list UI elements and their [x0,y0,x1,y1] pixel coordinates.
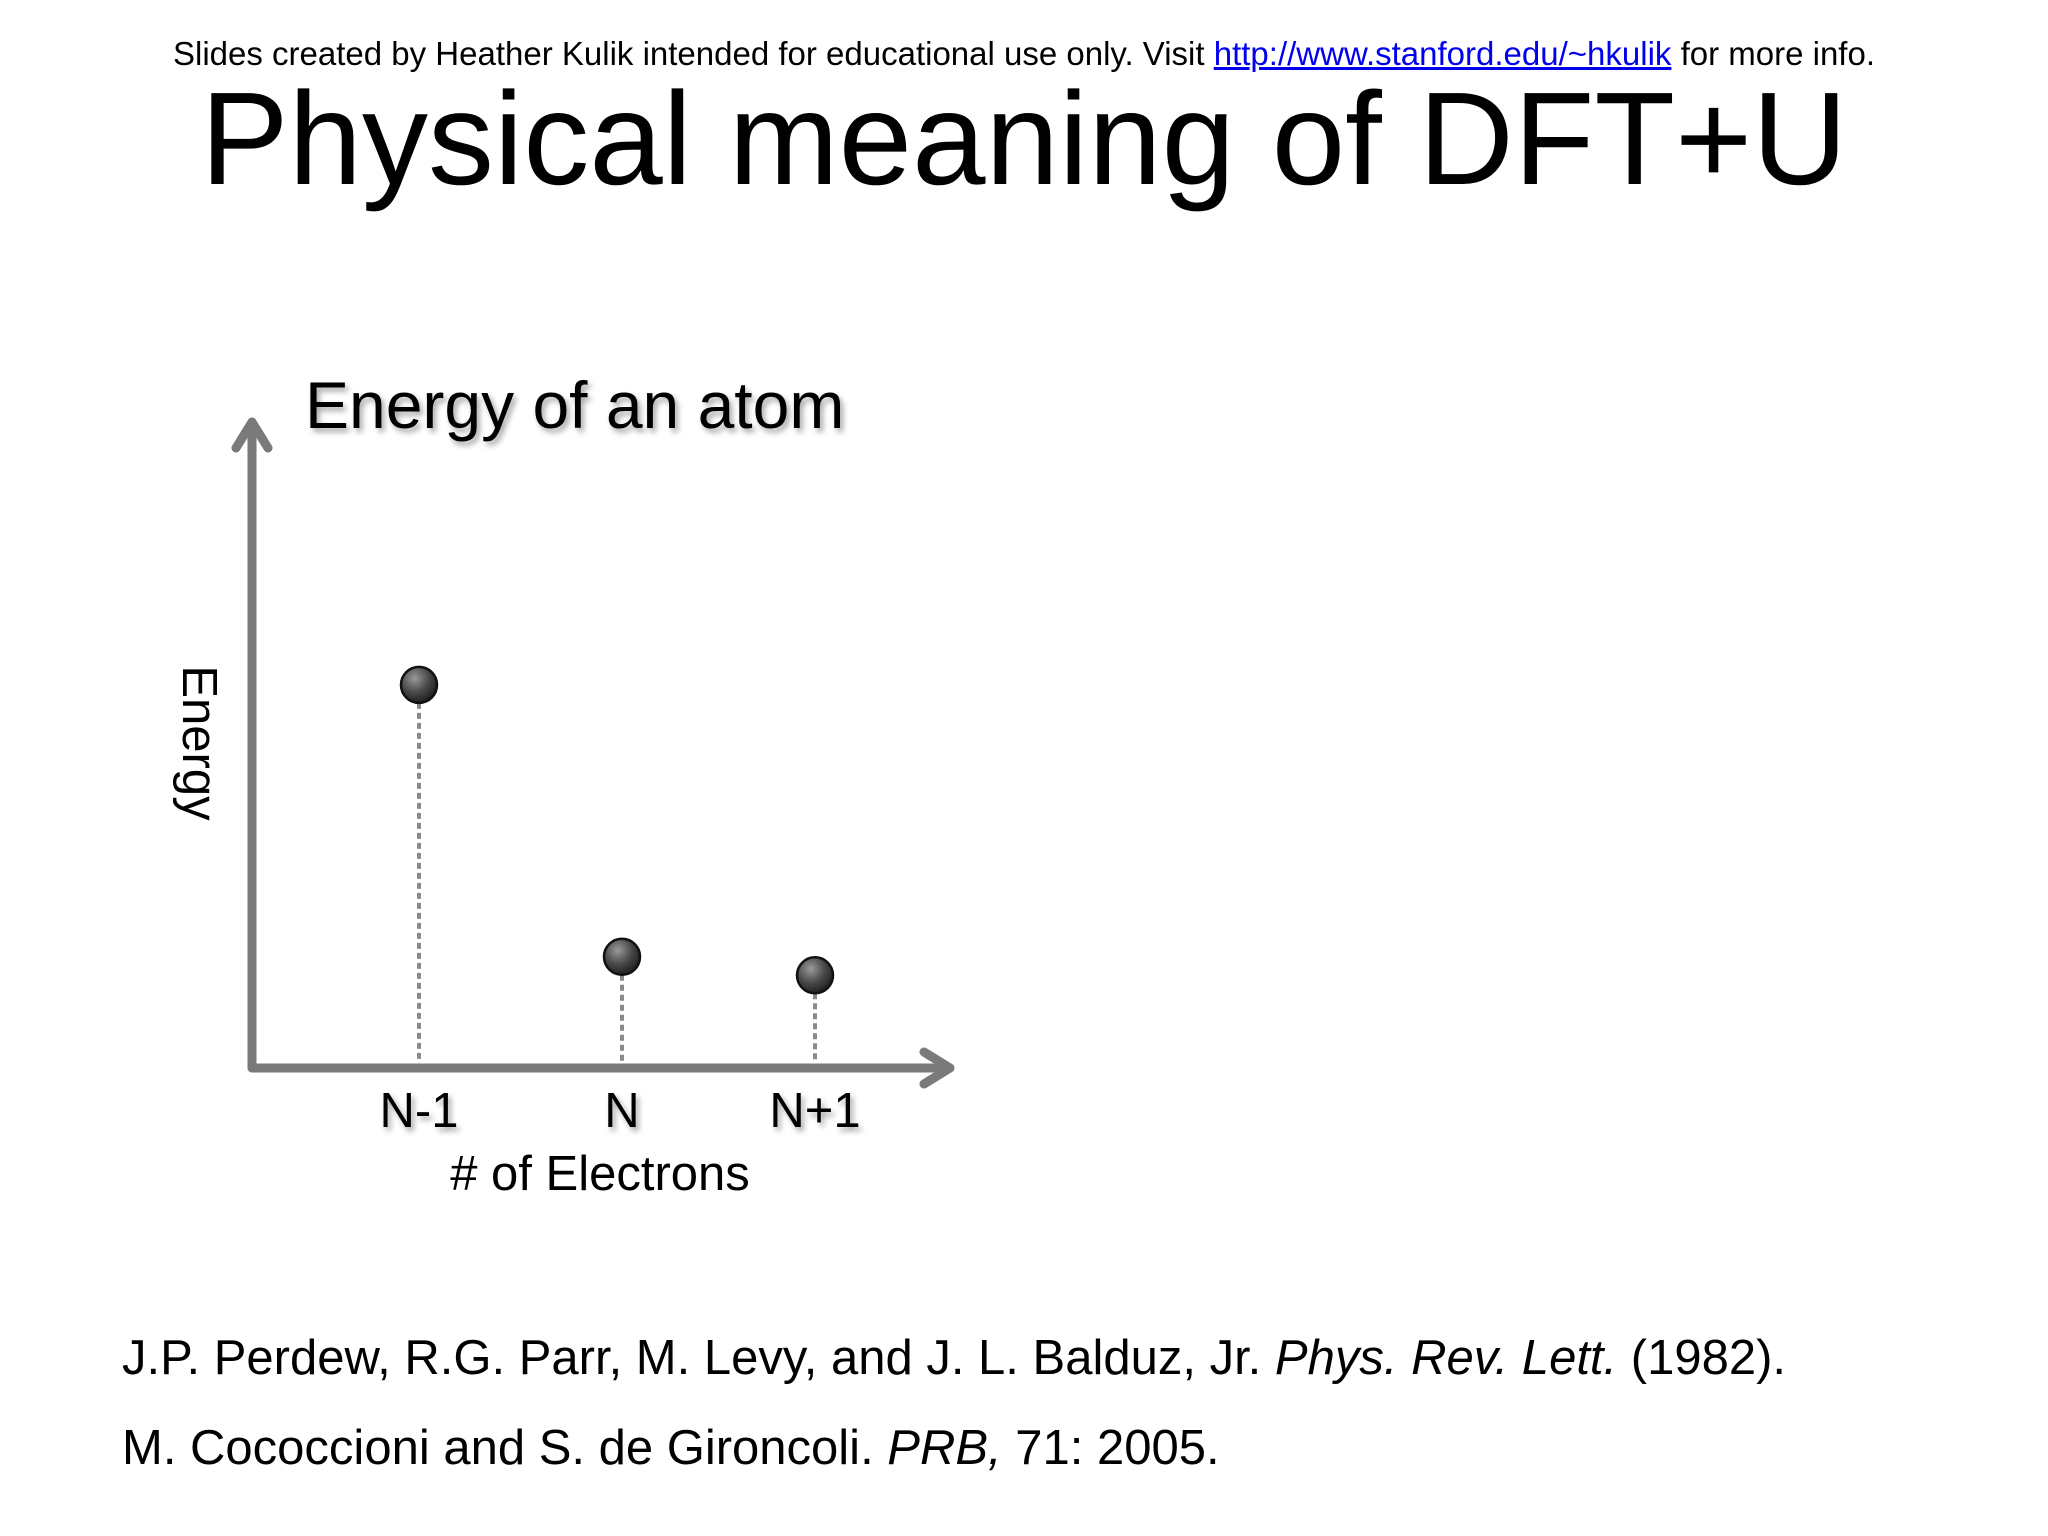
data-point [602,937,642,977]
x-tick-label: N-1 [380,1084,459,1138]
chart-droplines [417,702,817,1063]
reference-year: (1982). [1617,1331,1787,1385]
reference-cococcioni: M. Cococcioni and S. de Gironcoli. PRB, … [122,1418,1220,1478]
credit-suffix: for more info. [1671,35,1875,72]
chart-tick-labels: N-1 N N+1 [380,1084,861,1138]
chart-points [399,665,835,995]
credit-link[interactable]: http://www.stanford.edu/~hkulik [1213,35,1672,72]
y-axis-arrowhead [231,417,273,453]
y-axis-label: Energy [172,665,226,821]
reference-journal: PRB, [887,1421,1002,1475]
credit-text: Slides created by Heather Kulik intended… [173,35,1214,72]
chart-title: Energy of an atom [305,368,844,442]
chart-axes [231,417,955,1089]
x-tick-label: N+1 [769,1084,860,1138]
reference-authors: M. Cococcioni and S. de Gironcoli. [122,1421,888,1475]
credit-line: Slides created by Heather Kulik intended… [0,34,2048,74]
data-point [399,665,439,705]
x-axis-label: # of Electrons [450,1147,750,1201]
x-tick-label: N [604,1084,639,1138]
x-axis-arrowhead [919,1047,955,1089]
reference-journal: Phys. Rev. Lett. [1274,1331,1618,1385]
reference-perdew: J.P. Perdew, R.G. Parr, M. Levy, and J. … [122,1328,1786,1388]
reference-authors: J.P. Perdew, R.G. Parr, M. Levy, and J. … [122,1331,1275,1385]
data-point [795,956,835,995]
slide-title: Physical meaning of DFT+U [200,65,1848,212]
reference-year: 71: 2005. [1001,1421,1220,1475]
